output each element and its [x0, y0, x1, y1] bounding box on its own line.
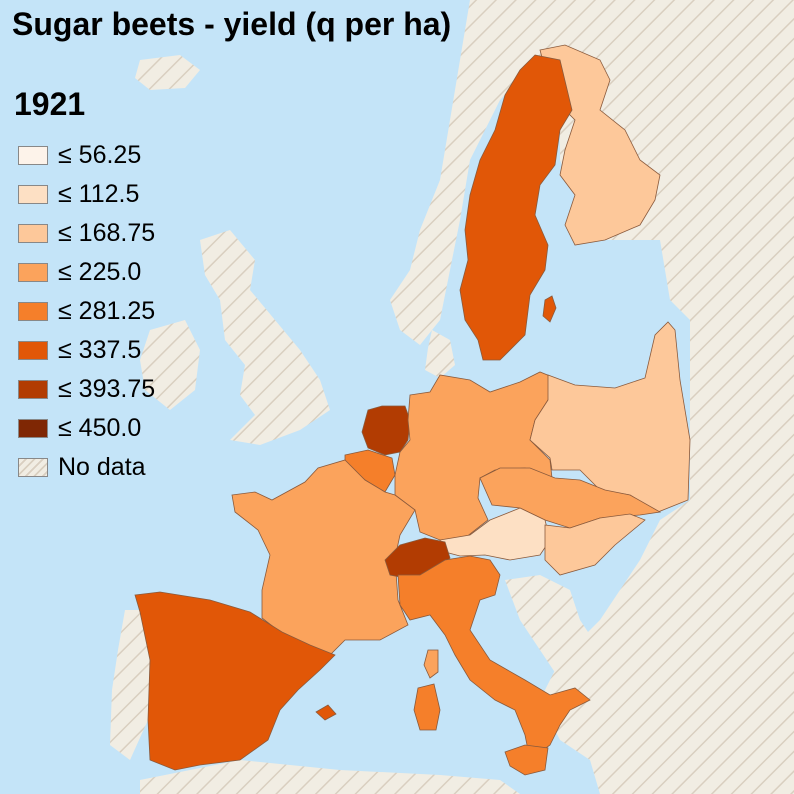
legend-swatch	[18, 341, 48, 360]
legend-label: No data	[58, 453, 146, 481]
iceland-nodata	[135, 55, 200, 90]
data-countries-group	[134, 44, 691, 776]
legend-label: ≤ 281.25	[58, 297, 156, 325]
sweden-region[interactable]	[459, 54, 573, 361]
legend-swatch	[18, 185, 48, 204]
legend-swatch	[18, 224, 48, 243]
legend-label: ≤ 225.0	[58, 258, 142, 286]
legend-swatch	[18, 263, 48, 282]
france-region[interactable]	[231, 459, 416, 656]
netherlands-region[interactable]	[361, 405, 411, 456]
legend-swatch	[18, 419, 48, 438]
legend-swatch	[18, 302, 48, 321]
britain-nodata	[200, 230, 330, 445]
legend-label: ≤ 168.75	[58, 219, 156, 247]
norway-nodata	[390, 0, 540, 345]
legend-label: ≤ 112.5	[58, 180, 140, 208]
balkans-nodata	[505, 575, 610, 700]
map-title: Sugar beets - yield (q per ha)	[12, 6, 452, 42]
poland-region[interactable]	[529, 321, 691, 513]
legend-label: ≤ 56.25	[58, 141, 142, 169]
legend-label: ≤ 337.5	[58, 336, 142, 364]
gotland-region[interactable]	[542, 295, 557, 323]
ireland-nodata	[140, 320, 200, 410]
legend-label: ≤ 393.75	[58, 375, 156, 403]
map-year: 1921	[14, 86, 86, 122]
balearic-region[interactable]	[315, 704, 337, 721]
legend-label: ≤ 450.0	[58, 414, 142, 442]
legend-swatch-nodata	[18, 458, 48, 477]
portugal-nodata	[110, 610, 150, 760]
sicily-region[interactable]	[504, 744, 549, 776]
sardinia-region[interactable]	[413, 683, 441, 731]
hungary-region[interactable]	[544, 513, 646, 576]
legend-swatch	[18, 146, 48, 165]
corsica-region[interactable]	[423, 649, 439, 679]
spain-region[interactable]	[134, 591, 336, 771]
denmark-nodata	[425, 330, 455, 378]
legend-swatch	[18, 380, 48, 399]
north-africa-nodata	[140, 760, 520, 794]
italy-region[interactable]	[397, 555, 591, 761]
finland-region[interactable]	[539, 44, 661, 246]
